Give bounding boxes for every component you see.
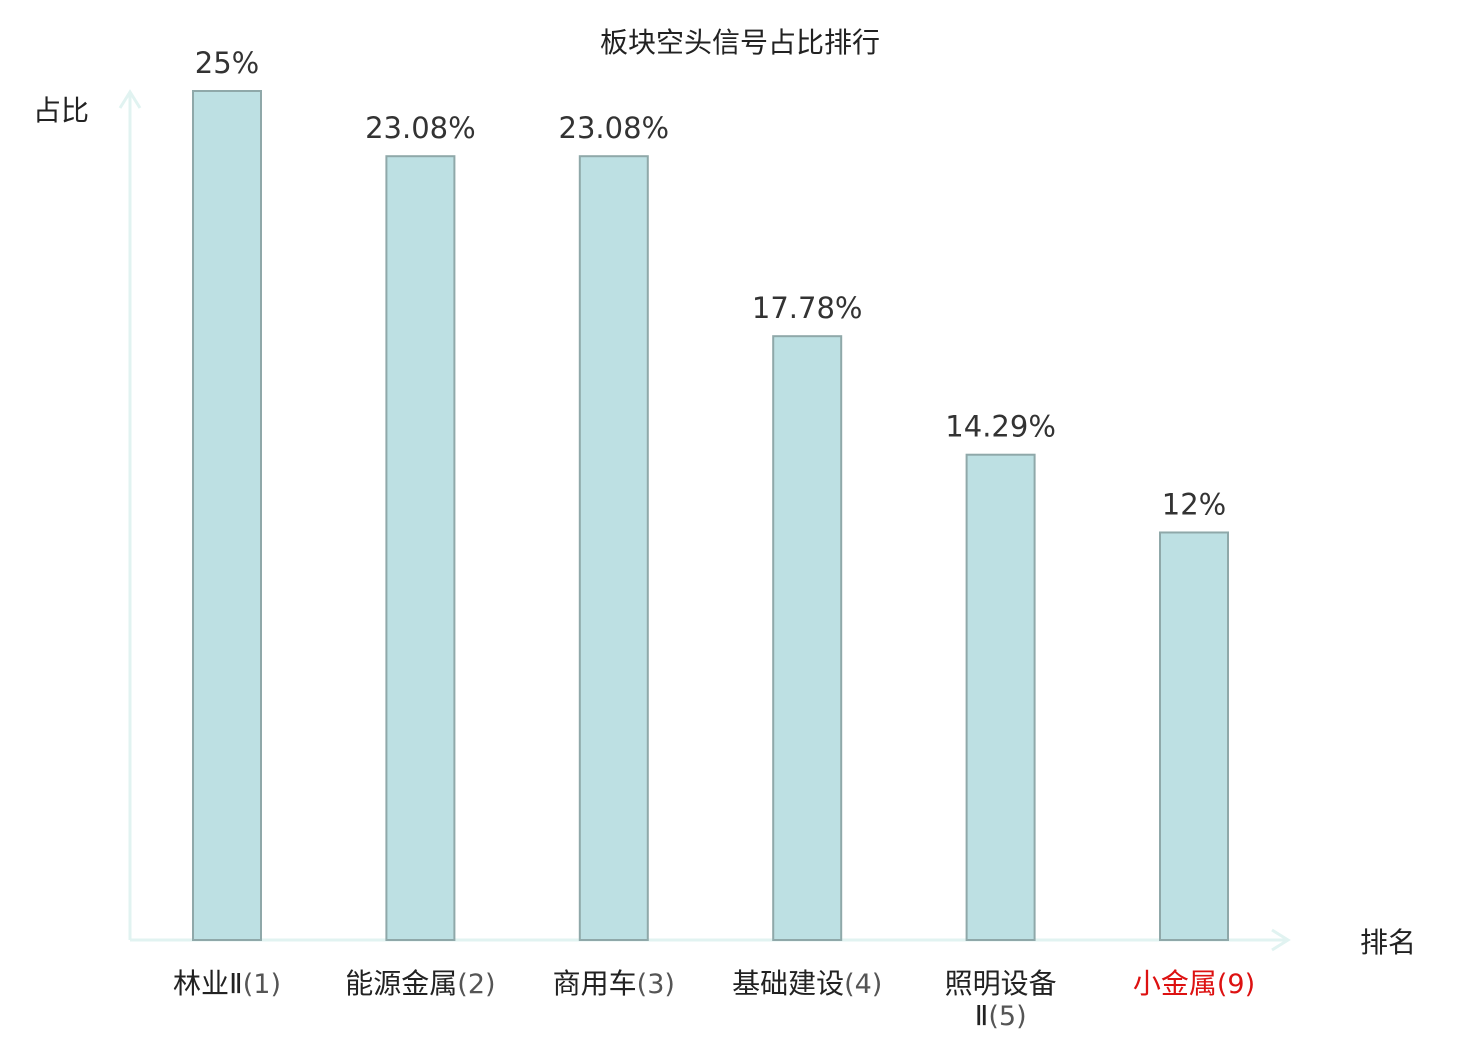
x-tick-label: 商用车(3) xyxy=(553,967,675,1000)
data-label: 12% xyxy=(1162,487,1226,521)
x-tick-rank: (3) xyxy=(637,969,675,1000)
x-tick-name: 基础建设 xyxy=(732,967,844,1000)
bar xyxy=(1159,531,1229,941)
bar xyxy=(385,155,456,942)
y-axis-arrow xyxy=(118,89,142,109)
x-tick-rank: (4) xyxy=(844,969,882,1000)
bar xyxy=(965,453,1036,941)
x-axis-arrow xyxy=(1271,928,1291,952)
x-tick-rank: (2) xyxy=(457,969,495,1000)
x-tick-label-line2: Ⅱ(5) xyxy=(975,999,1027,1032)
x-tick-label: 基础建设(4) xyxy=(732,967,882,1000)
x-tick-label: 能源金属(2) xyxy=(345,967,495,1000)
x-tick-label: 照明设备 xyxy=(945,967,1057,1000)
bar xyxy=(578,155,649,942)
data-label: 17.78% xyxy=(752,291,863,325)
data-label: 23.08% xyxy=(365,111,476,145)
data-label: 25% xyxy=(195,46,259,80)
y-axis-label: 占比 xyxy=(33,94,89,127)
x-tick-name: 小金属 xyxy=(1133,967,1217,1000)
bar xyxy=(192,90,262,941)
x-tick-rank: (1) xyxy=(243,969,281,1000)
x-tick-rank: (5) xyxy=(988,1001,1026,1032)
x-tick-label: 小金属(9) xyxy=(1133,967,1255,1000)
x-tick-name: 能源金属 xyxy=(345,967,457,1000)
x-tick-label: 林业Ⅱ(1) xyxy=(173,967,281,1000)
data-label: 23.08% xyxy=(559,111,670,145)
x-tick-name: 林业Ⅱ xyxy=(173,967,243,1000)
x-tick-name-line2: Ⅱ xyxy=(975,999,989,1032)
bar xyxy=(772,335,843,941)
bar-series: 25% 林业Ⅱ(1) 23.08% 能源金属(2) 23.08% 商用车(3) 17.78%… xyxy=(173,46,1255,1032)
x-tick-name: 商用车 xyxy=(553,967,637,1000)
data-label: 14.29% xyxy=(945,410,1056,444)
x-tick-rank: (9) xyxy=(1217,969,1255,1000)
x-axis-label: 排名 xyxy=(1360,926,1416,959)
x-tick-name: 照明设备 xyxy=(945,967,1057,1000)
chart-title: 板块空头信号占比排行 xyxy=(600,26,880,59)
